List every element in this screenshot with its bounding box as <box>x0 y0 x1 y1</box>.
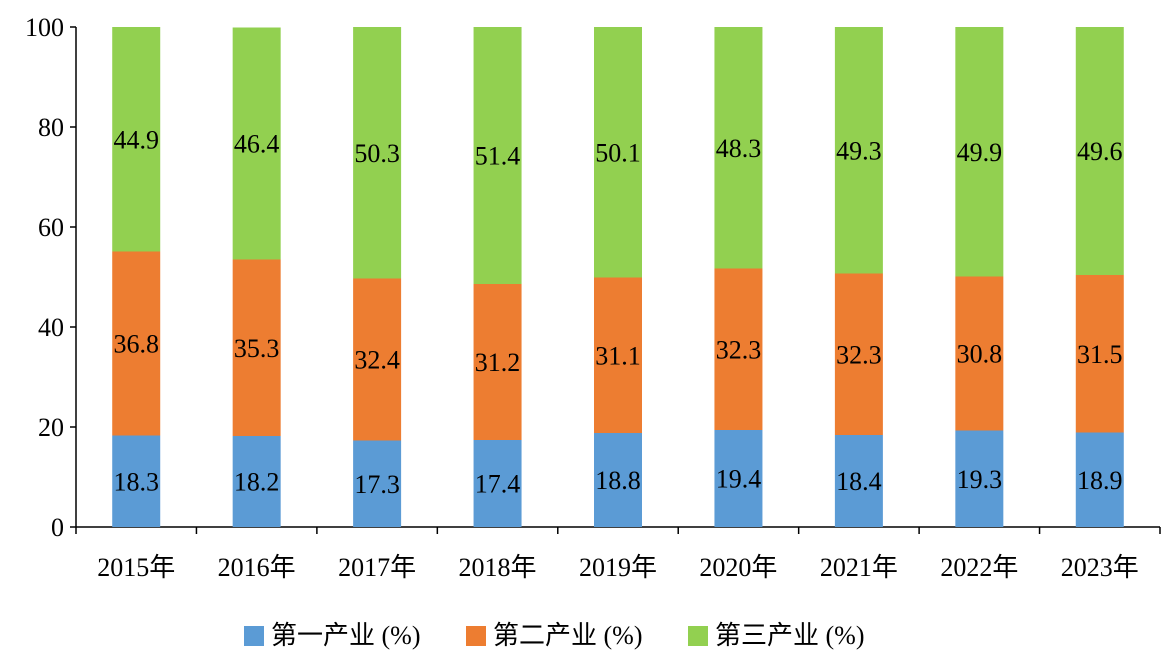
bar-segment <box>955 27 1004 277</box>
bar-segment <box>112 251 161 436</box>
data-label: 18.2 <box>234 468 280 497</box>
bar-segment <box>834 27 883 274</box>
x-tick-label: 2017年 <box>338 553 416 582</box>
data-label: 19.4 <box>716 465 762 494</box>
data-label: 18.4 <box>836 467 882 496</box>
data-label: 30.8 <box>957 340 1003 369</box>
data-label: 50.3 <box>354 139 400 168</box>
bar-segment <box>112 27 161 252</box>
x-tick-label: 2020年 <box>699 553 777 582</box>
data-label: 50.1 <box>595 138 641 167</box>
data-label: 49.3 <box>836 136 882 165</box>
data-labels: 18.3 36.8 44.9 18.2 35.3 46.4 17.3 32.4 50.3 17.4… <box>113 125 1122 499</box>
bar-segment <box>955 276 1004 431</box>
axes: 0 20 40 60 80 100 2015年 2016年 2017年 2018年 2019年 202… <box>25 13 1161 582</box>
data-label: 17.4 <box>475 470 521 499</box>
data-label: 32.3 <box>836 340 882 369</box>
x-tick-label: 2016年 <box>218 553 296 582</box>
data-label: 18.8 <box>595 466 641 495</box>
legend: 第一产业 (%) 第二产业 (%) 第三产业 (%) <box>244 621 864 650</box>
x-tick-label: 2015年 <box>97 553 175 582</box>
bar-segment <box>353 278 402 441</box>
y-tick-label: 20 <box>38 413 64 442</box>
legend-swatch <box>466 626 486 646</box>
bars <box>112 27 1124 527</box>
legend-label: 第二产业 (%) <box>493 621 642 650</box>
bar-segment <box>714 27 763 269</box>
bar-segment <box>834 273 883 435</box>
bar-segment <box>112 435 161 527</box>
y-tick-label: 40 <box>38 313 64 342</box>
bar-segment <box>594 27 642 278</box>
bar-segment <box>353 27 402 279</box>
legend-label: 第一产业 (%) <box>271 621 420 650</box>
bar-segment <box>232 259 281 436</box>
data-label: 18.3 <box>113 467 159 496</box>
data-label: 31.2 <box>475 348 521 377</box>
bar-segment <box>473 284 522 440</box>
x-tick-label: 2023年 <box>1061 553 1139 582</box>
x-tick-label: 2018年 <box>459 553 537 582</box>
bar-segment <box>594 277 642 433</box>
bar-segment <box>1075 27 1124 275</box>
data-label: 49.9 <box>957 138 1003 167</box>
bar-segment <box>1075 432 1124 527</box>
legend-swatch <box>688 626 708 646</box>
legend-swatch <box>244 626 264 646</box>
legend-label: 第三产业 (%) <box>715 621 864 650</box>
data-label: 19.3 <box>957 465 1003 494</box>
bar-segment <box>594 433 642 527</box>
bar-segment <box>714 430 763 527</box>
x-tick-label: 2022年 <box>940 553 1018 582</box>
bar-segment <box>473 440 522 527</box>
data-label: 31.5 <box>1077 340 1123 369</box>
data-label: 32.4 <box>354 346 400 375</box>
data-label: 46.4 <box>234 130 280 159</box>
data-label: 32.3 <box>716 335 762 364</box>
data-label: 49.6 <box>1077 137 1123 166</box>
bar-segment <box>955 430 1004 527</box>
data-label: 51.4 <box>475 142 521 171</box>
data-label: 17.3 <box>354 470 400 499</box>
bar-segment <box>232 436 281 527</box>
y-tick-label: 0 <box>51 513 64 542</box>
y-tick-label: 80 <box>38 113 64 142</box>
bar-segment <box>232 27 281 260</box>
data-label: 18.9 <box>1077 466 1123 495</box>
bar-segment <box>834 435 883 527</box>
data-label: 44.9 <box>113 125 159 154</box>
bar-segment <box>714 268 763 430</box>
x-tick-label: 2021年 <box>820 553 898 582</box>
x-tick-label: 2019年 <box>579 553 657 582</box>
bar-segment <box>473 27 522 284</box>
y-tick-label: 60 <box>38 213 64 242</box>
y-tick-label: 100 <box>25 13 64 42</box>
bar-segment <box>353 440 402 527</box>
bar-segment <box>1075 275 1124 433</box>
data-label: 31.1 <box>595 341 641 370</box>
data-label: 48.3 <box>716 134 762 163</box>
data-label: 35.3 <box>234 334 280 363</box>
data-label: 36.8 <box>113 330 159 359</box>
